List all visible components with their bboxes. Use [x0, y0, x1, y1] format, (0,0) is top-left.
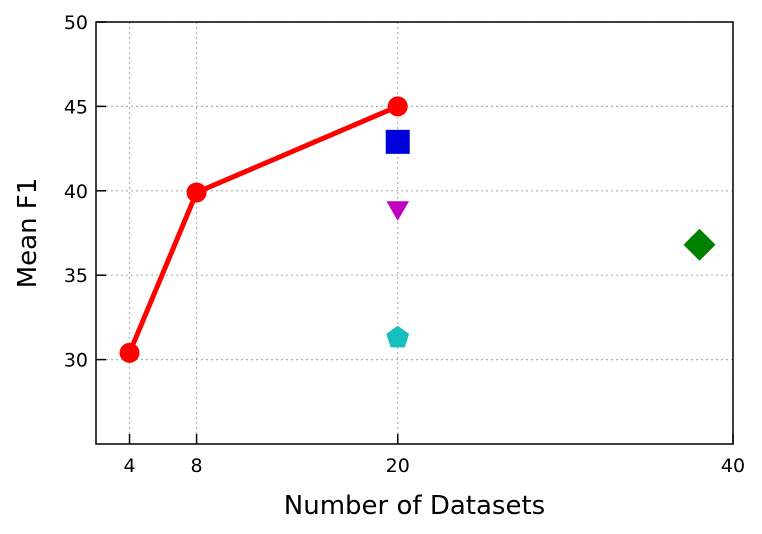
x-tick-label: 8: [191, 455, 203, 477]
data-point-circle: [119, 342, 140, 363]
y-tick-label: 30: [64, 350, 88, 372]
y-tick-label: 45: [64, 96, 88, 118]
y-tick-label: 50: [64, 12, 88, 34]
series-line: [127, 104, 399, 354]
x-tick-label: 20: [386, 455, 410, 477]
series-layer: [119, 96, 716, 363]
data-point-circle: [387, 96, 408, 117]
series-group: [386, 201, 409, 221]
series-group: [119, 96, 408, 363]
x-tick-label: 40: [721, 455, 745, 477]
data-point-pentagon: [386, 325, 410, 348]
y-axis-label: Mean F1: [13, 178, 43, 289]
plot-frame: [95, 21, 734, 445]
y-tick-label: 35: [64, 265, 88, 287]
y-tick-label: 40: [64, 181, 88, 203]
data-point-square: [385, 129, 410, 154]
series-group: [683, 228, 716, 261]
series-group: [386, 325, 410, 348]
x-axis-label: Number of Datasets: [284, 491, 545, 521]
ticks: 4 8 20 40 30 35 40 45 50: [64, 12, 745, 477]
data-point-triangle: [386, 201, 409, 221]
data-point-diamond: [683, 228, 716, 261]
grid-lines: [96, 21, 734, 444]
series-group: [385, 129, 410, 154]
x-tick-label: 4: [123, 455, 135, 477]
data-point-circle: [186, 182, 207, 203]
